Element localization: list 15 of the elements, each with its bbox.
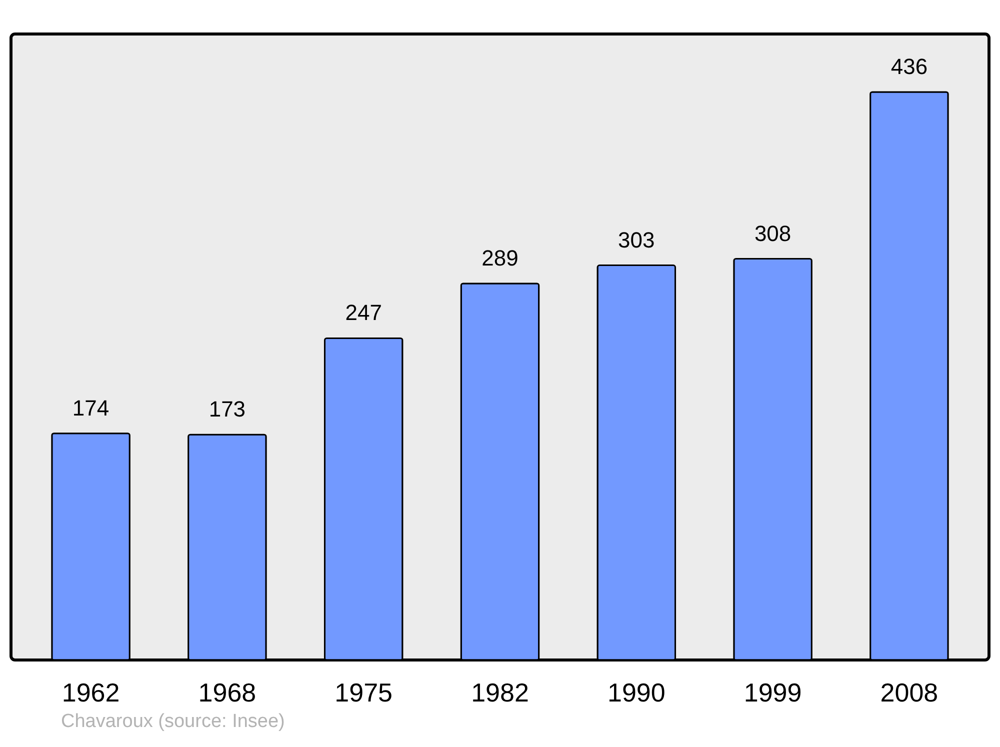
x-tick-label: 1968 <box>198 678 256 708</box>
x-tick-label: 1999 <box>744 678 802 708</box>
data-label: 174 <box>72 395 110 420</box>
x-tick-label: 1982 <box>471 678 529 708</box>
x-tick-label: 1975 <box>334 678 393 708</box>
text: Chavaroux (source: Insee) <box>61 711 285 732</box>
data-label: 436 <box>890 54 928 79</box>
x-tick-label: 1962 <box>62 678 120 708</box>
x-tick-label: 1990 <box>607 678 666 708</box>
data-label: 247 <box>345 300 382 326</box>
data-label: 289 <box>482 246 518 271</box>
data-label: 173 <box>208 396 246 422</box>
data-label: 308 <box>754 220 792 246</box>
x-tick-label: 2008 <box>880 678 938 708</box>
data-label: 303 <box>618 227 655 252</box>
